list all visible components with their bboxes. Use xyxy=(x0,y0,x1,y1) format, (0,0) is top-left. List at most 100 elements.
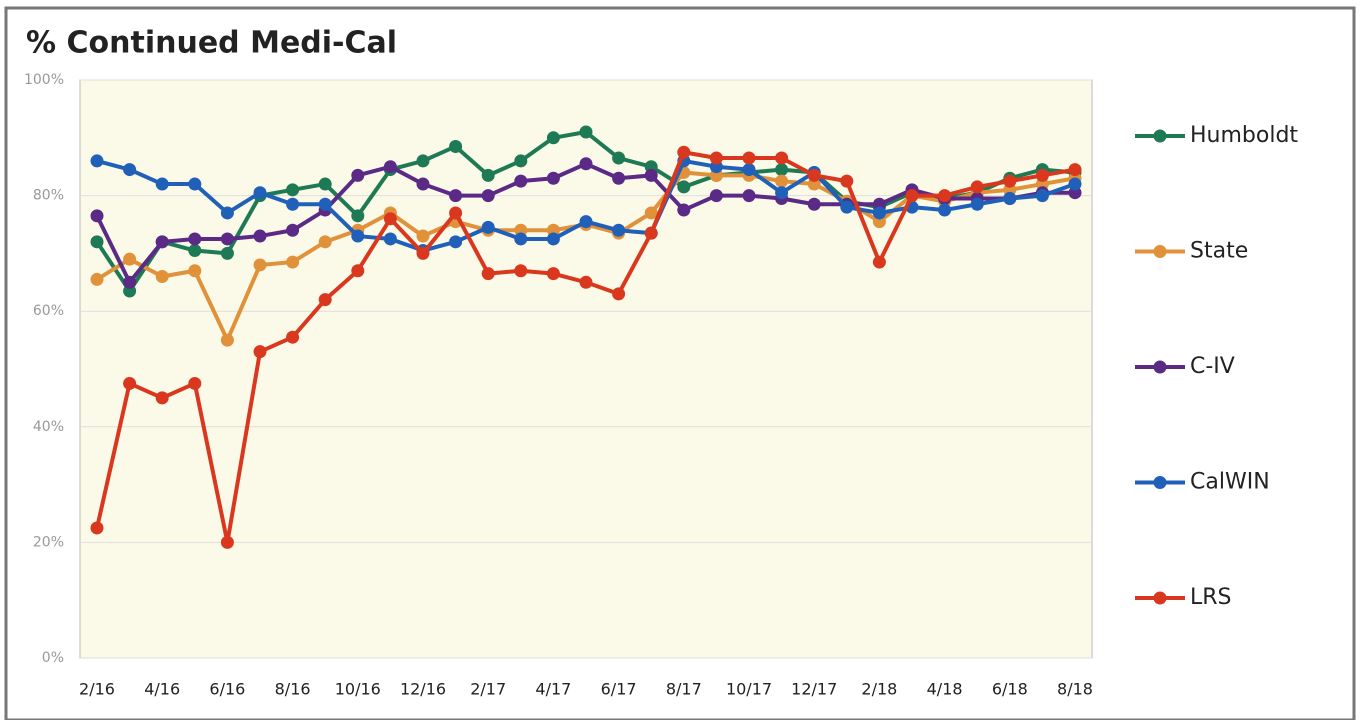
x-tick-label: 6/18 xyxy=(992,680,1028,699)
data-point xyxy=(546,131,560,145)
data-point xyxy=(938,203,952,217)
data-point xyxy=(383,160,397,174)
legend-label: State xyxy=(1190,239,1248,264)
y-tick-label: 40% xyxy=(33,419,64,435)
data-point xyxy=(775,174,789,188)
data-point xyxy=(220,333,234,347)
data-point xyxy=(253,186,267,200)
data-point xyxy=(872,255,886,269)
data-point xyxy=(188,232,202,246)
data-point xyxy=(416,246,430,260)
x-tick-label: 2/17 xyxy=(470,680,506,699)
data-point xyxy=(546,267,560,281)
x-tick-label: 4/16 xyxy=(144,680,180,699)
data-point xyxy=(351,229,365,243)
x-tick-label: 6/16 xyxy=(209,680,245,699)
data-point xyxy=(286,197,300,211)
data-point xyxy=(220,535,234,549)
data-point xyxy=(481,267,495,281)
y-tick-label: 0% xyxy=(42,650,64,666)
data-point xyxy=(318,197,332,211)
x-tick-label: 6/17 xyxy=(601,680,637,699)
data-point xyxy=(1035,168,1049,182)
x-tick-label: 2/16 xyxy=(79,680,115,699)
plot-area xyxy=(79,79,1093,659)
data-point xyxy=(612,171,626,185)
data-point xyxy=(579,275,593,289)
data-point xyxy=(481,189,495,203)
data-point xyxy=(970,180,984,194)
legend-label: C-IV xyxy=(1190,354,1235,379)
data-point xyxy=(514,264,528,278)
data-point xyxy=(612,151,626,165)
data-point xyxy=(155,235,169,249)
data-point xyxy=(220,246,234,260)
data-point xyxy=(1003,174,1017,188)
data-point xyxy=(1068,177,1082,191)
data-point xyxy=(416,177,430,191)
data-point xyxy=(220,232,234,246)
data-point xyxy=(905,189,919,203)
x-tick-label: 4/18 xyxy=(927,680,963,699)
chart-title: % Continued Medi-Cal xyxy=(26,26,397,61)
data-point xyxy=(579,215,593,229)
data-point xyxy=(775,163,789,177)
legend-marker xyxy=(1153,360,1167,374)
data-point xyxy=(1035,189,1049,203)
x-tick-label: 8/16 xyxy=(275,680,311,699)
data-point xyxy=(481,168,495,182)
data-point xyxy=(514,232,528,246)
data-point xyxy=(123,376,137,390)
legend-label: CalWIN xyxy=(1190,470,1270,495)
data-point xyxy=(155,177,169,191)
data-point xyxy=(579,157,593,171)
data-point xyxy=(253,229,267,243)
y-tick-label: 80% xyxy=(33,188,64,204)
data-point xyxy=(351,264,365,278)
data-point xyxy=(188,177,202,191)
legend-marker xyxy=(1153,129,1167,143)
data-point xyxy=(612,287,626,301)
x-tick-label: 10/17 xyxy=(726,680,772,699)
data-point xyxy=(840,174,854,188)
y-tick-label: 60% xyxy=(33,303,64,319)
data-point xyxy=(90,209,104,223)
data-point xyxy=(188,244,202,258)
data-point xyxy=(677,180,691,194)
data-point xyxy=(318,293,332,307)
data-point xyxy=(383,212,397,226)
data-point xyxy=(775,186,789,200)
data-point xyxy=(416,154,430,168)
y-tick-label: 20% xyxy=(33,534,64,550)
data-point xyxy=(90,235,104,249)
data-point xyxy=(318,235,332,249)
data-point xyxy=(709,151,723,165)
data-point xyxy=(840,200,854,214)
data-point xyxy=(644,206,658,220)
data-point xyxy=(677,203,691,217)
data-point xyxy=(807,197,821,211)
data-point xyxy=(383,232,397,246)
data-point xyxy=(220,206,234,220)
data-point xyxy=(644,226,658,240)
data-point xyxy=(807,168,821,182)
data-point xyxy=(188,264,202,278)
data-point xyxy=(449,189,463,203)
data-point xyxy=(90,272,104,286)
data-point xyxy=(286,330,300,344)
data-point xyxy=(123,252,137,266)
y-tick-label: 100% xyxy=(24,72,64,88)
data-point xyxy=(546,232,560,246)
data-point xyxy=(1068,163,1082,177)
data-point xyxy=(351,209,365,223)
data-point xyxy=(449,235,463,249)
data-point xyxy=(155,270,169,284)
data-point xyxy=(449,139,463,153)
data-point xyxy=(286,223,300,237)
data-point xyxy=(416,229,430,243)
x-tick-label: 4/17 xyxy=(535,680,571,699)
data-point xyxy=(90,521,104,535)
data-point xyxy=(286,255,300,269)
data-point xyxy=(612,223,626,237)
